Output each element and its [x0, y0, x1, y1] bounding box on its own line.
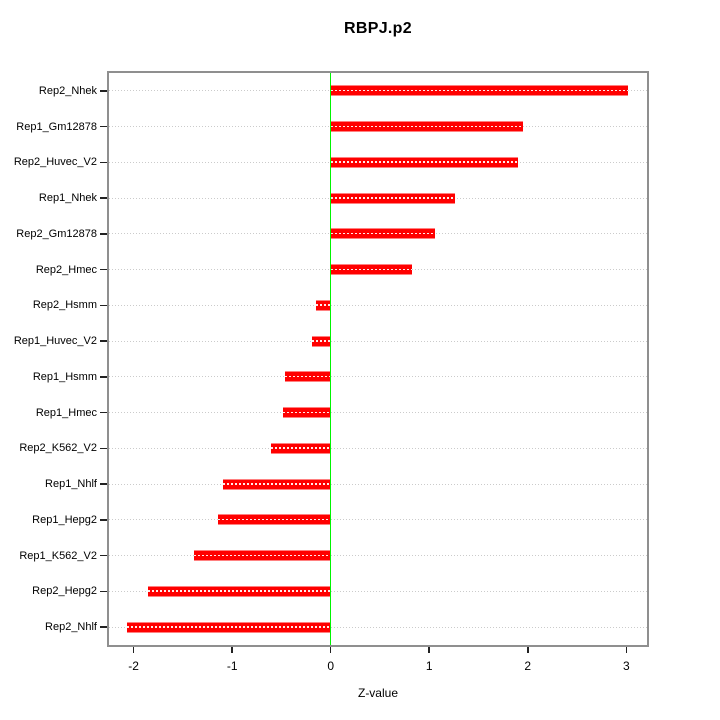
y-axis-label: Rep2_Huvec_V2	[13, 156, 97, 169]
y-tick	[100, 447, 107, 450]
y-axis-label: Rep2_Gm12878	[16, 227, 97, 240]
bar-grid-dots	[330, 89, 629, 92]
x-tick-label: -1	[226, 659, 238, 673]
y-axis-label: Rep2_K562_V2	[19, 442, 97, 455]
x-tick	[132, 647, 135, 653]
bar	[283, 407, 331, 419]
bar-grid-dots	[218, 518, 331, 521]
y-axis-label: Rep1_Gm12878	[16, 120, 97, 133]
y-axis-label: Rep1_Nhek	[38, 192, 97, 205]
y-tick	[100, 161, 107, 164]
bar	[315, 299, 331, 311]
gridline	[109, 412, 647, 414]
bar-grid-dots	[148, 590, 331, 592]
x-tick-label: 3	[622, 659, 630, 673]
bar-grid-dots	[270, 447, 331, 449]
x-tick	[527, 647, 529, 653]
bar-grid-dots	[126, 626, 331, 628]
zero-line	[329, 73, 332, 645]
y-axis-label: Rep2_Hmec	[35, 263, 97, 276]
y-axis-label: Rep2_Nhlf	[45, 621, 97, 634]
y-tick	[100, 90, 107, 92]
gridline	[109, 519, 647, 521]
bar	[330, 228, 436, 240]
x-axis: -2 -1 0 1 2 3	[107, 647, 649, 683]
y-axis-label: Rep1_Hepg2	[32, 513, 97, 526]
y-tick	[100, 590, 107, 593]
bar	[270, 442, 331, 454]
y-tick	[100, 233, 107, 235]
y-axis-label: Rep1_Hsmm	[32, 370, 97, 383]
bar	[330, 156, 518, 168]
gridline	[109, 304, 647, 306]
gridline	[109, 483, 647, 485]
x-axis-title: Z-value	[357, 686, 398, 700]
y-axis-label: Rep1_Nhlf	[45, 478, 97, 491]
bar-grid-dots	[311, 340, 331, 342]
y-tick	[100, 483, 107, 485]
x-tick-label: 1	[425, 659, 433, 673]
y-tick	[100, 519, 107, 521]
y-axis-label: Rep1_Huvec_V2	[13, 335, 97, 348]
bar	[311, 335, 331, 347]
bar	[285, 371, 331, 383]
x-tick-label: 0	[327, 659, 335, 673]
x-tick	[231, 647, 233, 653]
y-axis-label: Rep1_Hmec	[35, 406, 97, 419]
y-axis: Rep2_Nhek Rep1_Gm12878 Rep2_Huvec_V2 Rep1_N…	[0, 73, 107, 645]
x-tick-label: 2	[524, 659, 532, 673]
bar	[193, 550, 331, 562]
bar-grid-dots	[330, 268, 413, 271]
y-axis-label: Rep2_Nhek	[38, 84, 97, 97]
bar	[148, 585, 331, 597]
gridline	[109, 555, 647, 557]
gridline	[109, 626, 647, 628]
bar-grid-dots	[283, 411, 331, 414]
bar-grid-dots	[223, 483, 331, 485]
y-tick	[100, 304, 107, 307]
x-tick	[625, 647, 628, 653]
gridline	[109, 340, 647, 342]
bar-grid-dots	[315, 304, 331, 306]
plot-area	[107, 71, 649, 647]
y-tick	[100, 268, 107, 271]
bar	[330, 264, 413, 276]
bar-grid-dots	[330, 232, 436, 235]
y-tick	[100, 626, 107, 628]
y-tick	[100, 125, 107, 128]
y-tick	[100, 340, 107, 342]
bar	[330, 85, 629, 97]
y-tick	[100, 554, 107, 557]
gridline	[109, 447, 647, 449]
x-tick	[329, 647, 332, 653]
bar-grid-dots	[285, 375, 331, 378]
gridline	[109, 590, 647, 592]
x-tick	[428, 647, 430, 653]
bar	[223, 478, 331, 490]
bar-grid-dots	[193, 554, 331, 557]
y-axis-label: Rep1_K562_V2	[19, 549, 97, 562]
bar-grid-dots	[330, 125, 523, 128]
bar-grid-dots	[330, 161, 518, 163]
bar	[330, 192, 455, 204]
bar	[126, 621, 331, 633]
y-tick	[100, 411, 107, 414]
gridline	[109, 376, 647, 378]
x-tick-label: -2	[128, 659, 139, 673]
bar	[330, 121, 523, 133]
bar-grid-dots	[330, 197, 455, 199]
chart-title: RBPJ.p2	[344, 20, 412, 37]
y-axis-label: Rep2_Hsmm	[32, 299, 97, 312]
y-tick	[100, 376, 107, 378]
y-axis-label: Rep2_Hepg2	[32, 585, 97, 598]
y-tick	[100, 197, 107, 199]
bar	[218, 514, 331, 526]
